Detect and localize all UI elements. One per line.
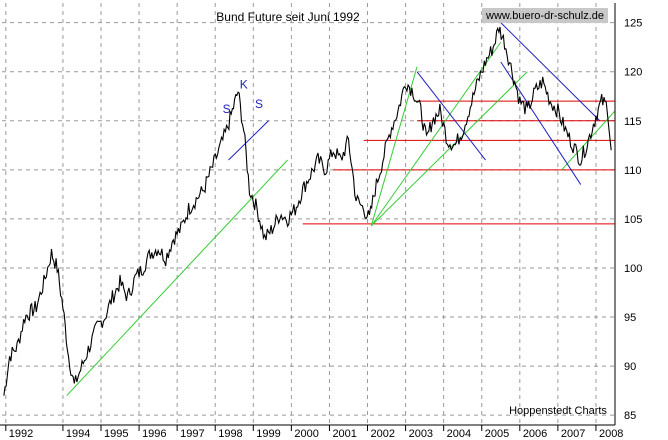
x-tick-label: 2008 [599, 428, 623, 440]
y-tick-label: 125 [624, 18, 642, 30]
blue-trend-line [228, 120, 269, 161]
x-tick-label: 2002 [371, 428, 395, 440]
x-tick-label: 1995 [104, 428, 128, 440]
y-tick-label: 110 [624, 165, 642, 177]
y-tick-label: 85 [624, 410, 636, 422]
overlays: SKS [66, 22, 616, 396]
credit-label: Hoppenstedt Charts [509, 405, 607, 417]
price-series-line [3, 26, 612, 396]
x-tick-label: 2000 [294, 428, 318, 440]
series-layer [3, 26, 612, 396]
x-tick-label: 1992 [9, 428, 33, 440]
green-trend-line [66, 159, 288, 396]
green-trend-line [370, 71, 528, 227]
x-tick-label: 1999 [256, 428, 280, 440]
x-tick-label: 2006 [523, 428, 547, 440]
x-axis: 1992 1994 1995 1996 1997 1998 1999 2000 2001 2002… [0, 424, 623, 440]
source-label-background [482, 8, 608, 23]
y-tick-label: 90 [624, 361, 636, 373]
blue-trend-line [416, 71, 486, 161]
blue-trend-line [500, 22, 601, 122]
green-trend-line [370, 66, 418, 226]
y-tick-label: 95 [624, 312, 636, 324]
y-axis: 85 90 95 100 105 110 115 120 125 [614, 3, 642, 425]
x-tick-label: 2004 [447, 428, 471, 440]
x-tick-label: 2001 [332, 428, 356, 440]
annotation-label: S [223, 102, 231, 116]
x-tick-label: 2005 [485, 428, 509, 440]
y-tick-label: 120 [624, 67, 642, 79]
source-label: www.buero-dr-schulz.de [485, 10, 604, 22]
annotation-label: K [240, 77, 248, 91]
green-trend-line [370, 41, 502, 227]
y-tick-label: 105 [624, 214, 642, 226]
x-tick-label: 1998 [218, 428, 242, 440]
x-tick-label: 1994 [66, 428, 90, 440]
x-tick-label: 1997 [180, 428, 204, 440]
x-tick-label: 2007 [561, 428, 585, 440]
chart-title: Bund Future seit Juni 1992 [216, 10, 360, 24]
x-tick-label: 2003 [409, 428, 433, 440]
y-tick-label: 100 [624, 263, 642, 275]
annotation-label: S [255, 97, 263, 111]
x-tick-label: 1996 [142, 428, 166, 440]
y-tick-label: 115 [624, 116, 642, 128]
